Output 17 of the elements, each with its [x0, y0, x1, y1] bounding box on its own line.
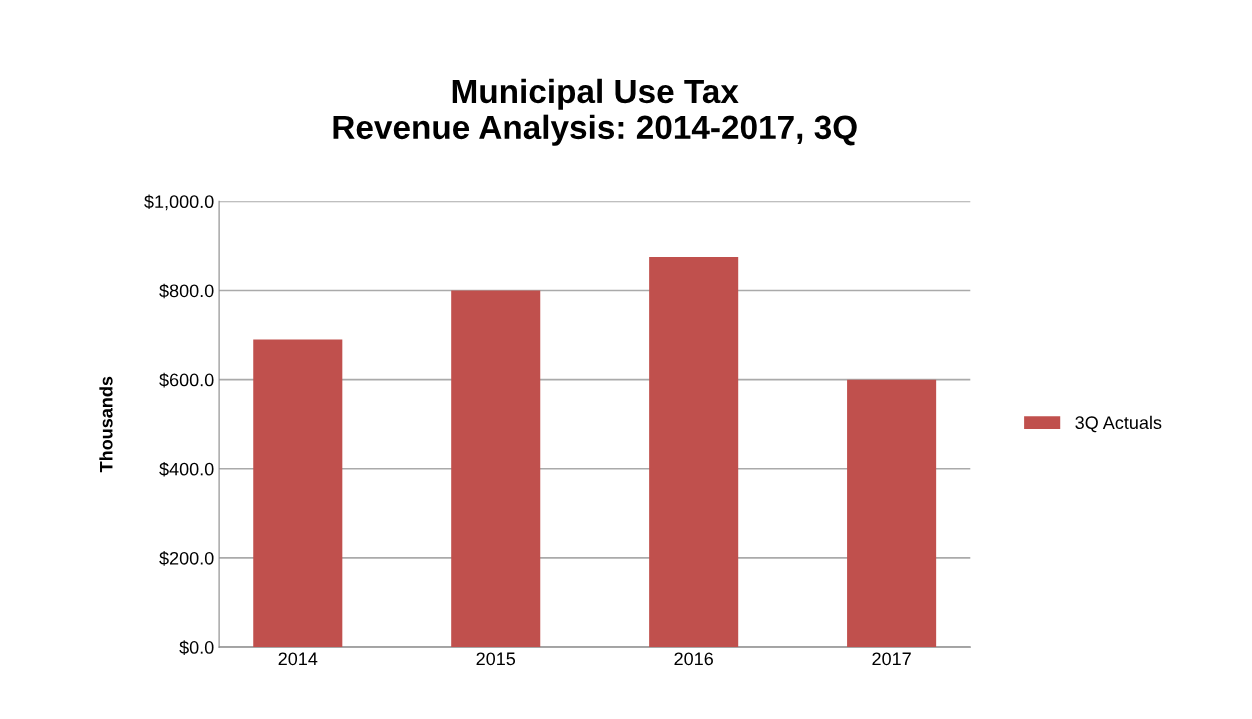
bar	[253, 339, 343, 648]
bar	[451, 290, 541, 648]
x-tick-label: 2015	[476, 652, 516, 666]
y-tick-label: $600.0	[159, 372, 214, 388]
y-tick-label: $0.0	[179, 640, 214, 655]
bar	[649, 257, 739, 648]
y-tick-label: $200.0	[159, 551, 214, 566]
y-tick-label: $400.0	[159, 461, 214, 477]
legend-label: 3Q Actuals	[1075, 415, 1162, 433]
chart-title: Municipal Use Tax Revenue Analysis: 2014-2017, 3Q	[333, 78, 857, 146]
x-tick-label: 2014	[278, 652, 318, 666]
y-tick-label: $1,000.0	[144, 194, 214, 211]
bar	[847, 379, 937, 648]
y-tick-label: $800.0	[159, 283, 214, 299]
x-tick-label: 2017	[872, 652, 911, 666]
y-axis-title: Thousands	[99, 376, 113, 473]
x-tick-label: 2016	[674, 652, 713, 666]
